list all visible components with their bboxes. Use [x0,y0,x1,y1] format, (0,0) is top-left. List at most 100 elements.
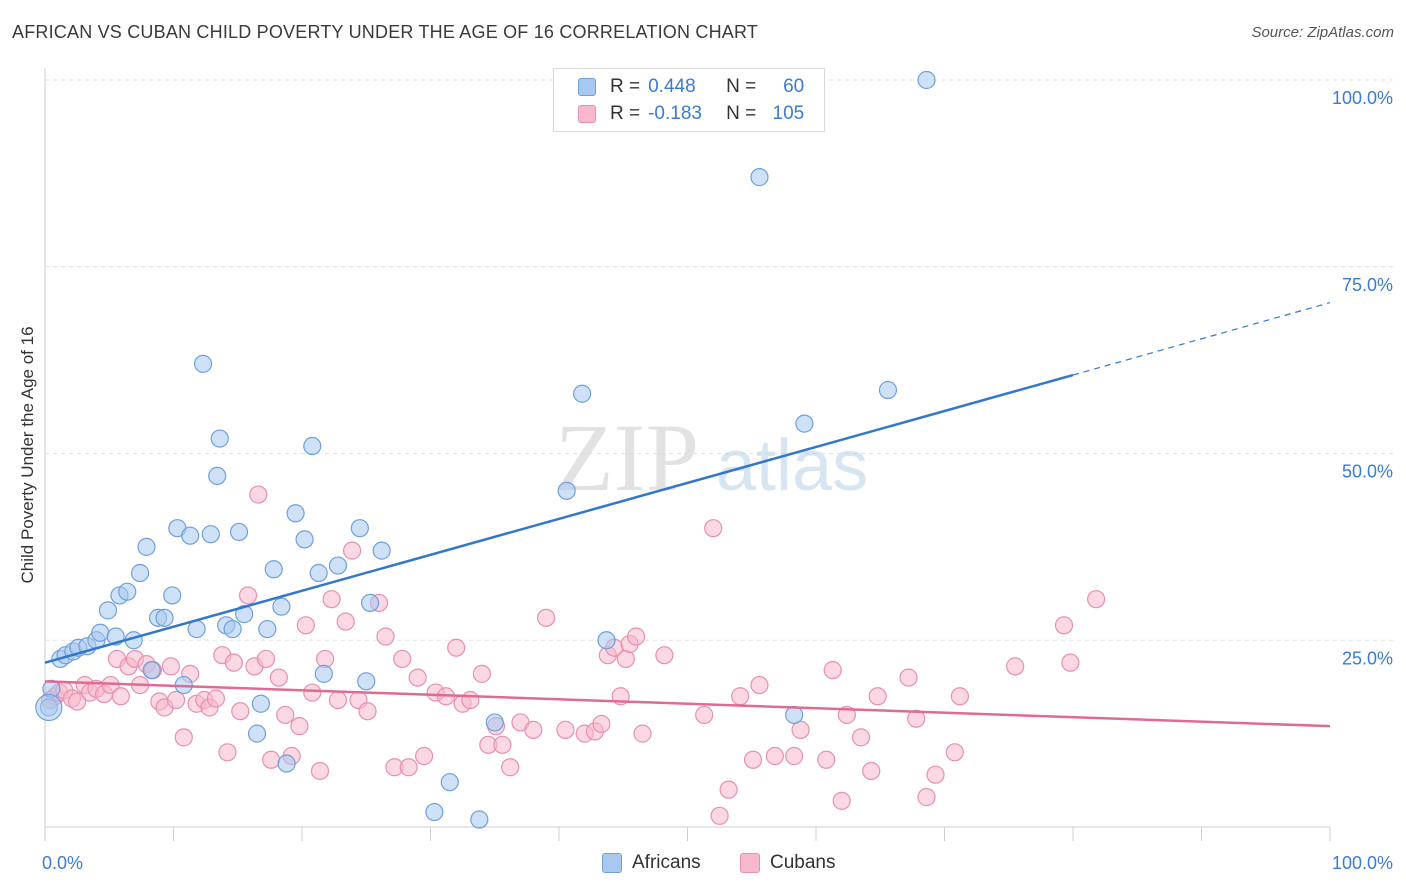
watermark: ZIP atlas [555,404,868,511]
data-point [343,541,362,560]
data-point [174,728,193,747]
data-point [238,586,258,605]
data-point [163,586,182,605]
data-point [201,525,220,544]
data-point [695,705,714,725]
data-point [206,689,226,708]
data-point [35,693,63,722]
data-point [851,728,871,747]
data-point [493,735,512,754]
data-point [556,720,575,739]
data-point [1006,657,1025,676]
africans-legend-swatch [602,853,622,873]
data-point [229,522,249,542]
data-point [247,724,267,743]
data-point [785,705,804,725]
data-point [868,687,887,706]
data-point [111,687,130,706]
data-point [1054,616,1074,635]
data-point [785,746,804,766]
y-tick-label: 75.0% [1342,275,1393,295]
data-point [310,761,330,781]
data-point [264,560,283,579]
data-point [537,608,556,627]
data-point [258,619,277,639]
data-point [926,765,945,784]
data-point [899,668,918,687]
africans-legend-label: Africans [632,852,701,873]
data-point [945,743,964,762]
data-point [950,687,970,706]
r-label: R = [610,76,641,97]
data-point [224,653,243,672]
tick-labels: 25.0% 50.0% 75.0% 100.0% 0.0% 100.0% [42,88,1393,873]
data-point [130,563,150,583]
data-point [286,504,305,523]
data-point [118,582,137,601]
data-point [823,661,842,680]
n-value: 105 [772,103,805,124]
data-point [440,773,459,792]
cubans-points [41,485,1106,825]
data-point [142,661,161,680]
data-point [223,619,242,639]
bottom-legend-cubans: Cubans [740,852,836,874]
data-point [399,758,418,777]
data-point [917,788,936,807]
data-point [210,429,229,448]
data-point [878,380,898,400]
data-point [277,754,296,773]
y-tick-label: 100.0% [1332,88,1393,108]
data-point [597,631,616,650]
y-tick-label: 25.0% [1342,648,1393,668]
data-point [524,720,543,739]
data-point [557,481,576,500]
r-value: 0.448 [648,76,696,97]
data-point [358,702,377,721]
africans-trend-line [44,373,1074,664]
x-tick-label: 100.0% [1332,853,1393,873]
trend-lines [44,302,1331,728]
data-point [795,414,814,433]
data-point [218,743,237,762]
data-point [573,384,592,403]
data-point [817,750,836,769]
data-point [68,692,87,711]
data-point [269,668,288,687]
data-point [485,713,504,732]
data-point [303,683,322,702]
data-point [633,724,652,743]
cubans-swatch [578,105,596,123]
data-point [731,687,750,706]
data-point [303,436,322,456]
data-point [231,702,250,721]
data-point [361,593,380,613]
data-point [193,354,213,373]
legend-row-africans: R = 0.448 N = 60 [578,75,804,99]
data-point [750,675,769,695]
data-point [592,714,611,734]
data-point [1087,590,1106,609]
africans-points [35,70,936,829]
data-point [472,664,491,683]
data-point [447,638,466,657]
data-point [296,616,315,635]
n-label: N = [726,103,757,124]
data-point [616,649,635,669]
data-point [272,597,291,616]
data-point [276,705,295,725]
x-tick-label: 0.0% [42,853,83,873]
data-point [161,657,181,676]
data-point [208,466,227,486]
data-point [181,526,200,545]
data-point [262,750,281,769]
data-point [290,717,309,736]
data-point [461,690,480,710]
data-point [907,709,926,728]
source-label: Source: ZipAtlas.com [1251,24,1394,41]
data-point [862,761,881,781]
data-point [295,530,314,549]
cubans-trend-line [44,680,1331,728]
data-point [166,690,186,710]
